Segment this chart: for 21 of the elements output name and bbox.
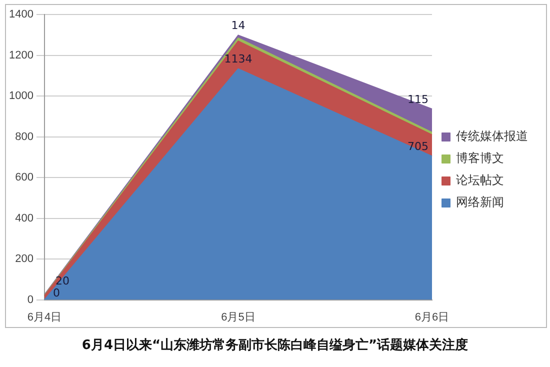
y-tick-label: 800 <box>15 130 34 143</box>
legend-label: 论坛帖文 <box>456 173 504 188</box>
legend-label: 网络新闻 <box>456 195 504 210</box>
y-tick-label: 200 <box>15 253 34 266</box>
legend-label: 博客博文 <box>456 151 504 166</box>
y-tick-label: 0 <box>27 294 34 306</box>
data-label: 1134 <box>224 52 252 66</box>
y-tick-label: 1400 <box>8 8 34 21</box>
y-tick-label: 600 <box>15 172 34 184</box>
data-label: 705 <box>408 140 428 154</box>
y-tick-label: 1200 <box>8 49 34 62</box>
y-tick-label: 1000 <box>8 90 34 102</box>
text: 6月4日以来“山东潍坊常务副市长陈白峰自缢身亡”话题媒体关注度 <box>80 336 470 354</box>
legend-label: 传统媒体报道 <box>456 129 528 144</box>
x-tick-label: 6月6日 <box>414 311 450 324</box>
x-tick-label: 6月5日 <box>221 311 256 324</box>
data-label: 115 <box>408 92 428 106</box>
x-tick-label: 6月4日 <box>27 311 62 324</box>
data-label: 14 <box>231 19 246 32</box>
y-tick-label: 400 <box>15 212 34 224</box>
data-label: 0 <box>52 286 60 300</box>
